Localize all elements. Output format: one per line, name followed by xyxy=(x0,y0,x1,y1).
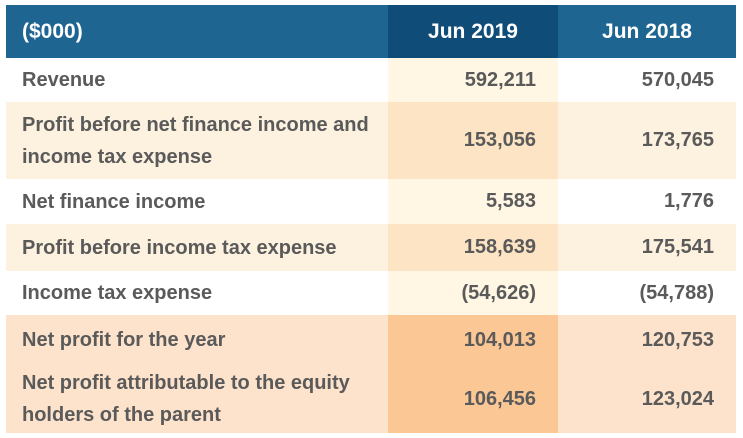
table-header-row: ($000) Jun 2019 Jun 2018 xyxy=(6,5,736,58)
header-jun-2018: Jun 2018 xyxy=(558,5,736,58)
row-label-net-profit: Net profit for the year xyxy=(6,315,388,365)
financial-summary-table: ($000) Jun 2019 Jun 2018 Revenue 592,211… xyxy=(6,5,736,433)
value-jun-2019: 153,056 xyxy=(388,102,558,179)
row-label-profit-before-tax: Profit before income tax expense xyxy=(6,224,388,271)
table-row: Net profit attributable to the equity ho… xyxy=(6,365,736,433)
row-label-profit-before-finance: Profit before net finance income and inc… xyxy=(6,102,388,179)
row-label-net-profit-attributable: Net profit attributable to the equity ho… xyxy=(6,365,388,433)
value-jun-2019: 104,013 xyxy=(388,315,558,365)
header-jun-2019: Jun 2019 xyxy=(388,5,558,58)
value-jun-2019: 106,456 xyxy=(388,365,558,433)
header-units: ($000) xyxy=(6,5,388,58)
value-jun-2019: 5,583 xyxy=(388,179,558,224)
row-label-revenue: Revenue xyxy=(6,58,388,102)
financial-summary-table-container: ($000) Jun 2019 Jun 2018 Revenue 592,211… xyxy=(6,5,736,433)
table-row: Profit before income tax expense 158,639… xyxy=(6,224,736,271)
value-jun-2018: 175,541 xyxy=(558,224,736,271)
value-jun-2018: (54,788) xyxy=(558,271,736,315)
value-jun-2019: 158,639 xyxy=(388,224,558,271)
table-row: Net profit for the year 104,013 120,753 xyxy=(6,315,736,365)
table-row: Net finance income 5,583 1,776 xyxy=(6,179,736,224)
value-jun-2018: 173,765 xyxy=(558,102,736,179)
table-row: Revenue 592,211 570,045 xyxy=(6,58,736,102)
value-jun-2019: (54,626) xyxy=(388,271,558,315)
value-jun-2018: 1,776 xyxy=(558,179,736,224)
table-row: Income tax expense (54,626) (54,788) xyxy=(6,271,736,315)
value-jun-2019: 592,211 xyxy=(388,58,558,102)
value-jun-2018: 120,753 xyxy=(558,315,736,365)
table-row: Profit before net finance income and inc… xyxy=(6,102,736,179)
row-label-net-finance-income: Net finance income xyxy=(6,179,388,224)
value-jun-2018: 570,045 xyxy=(558,58,736,102)
value-jun-2018: 123,024 xyxy=(558,365,736,433)
row-label-income-tax-expense: Income tax expense xyxy=(6,271,388,315)
